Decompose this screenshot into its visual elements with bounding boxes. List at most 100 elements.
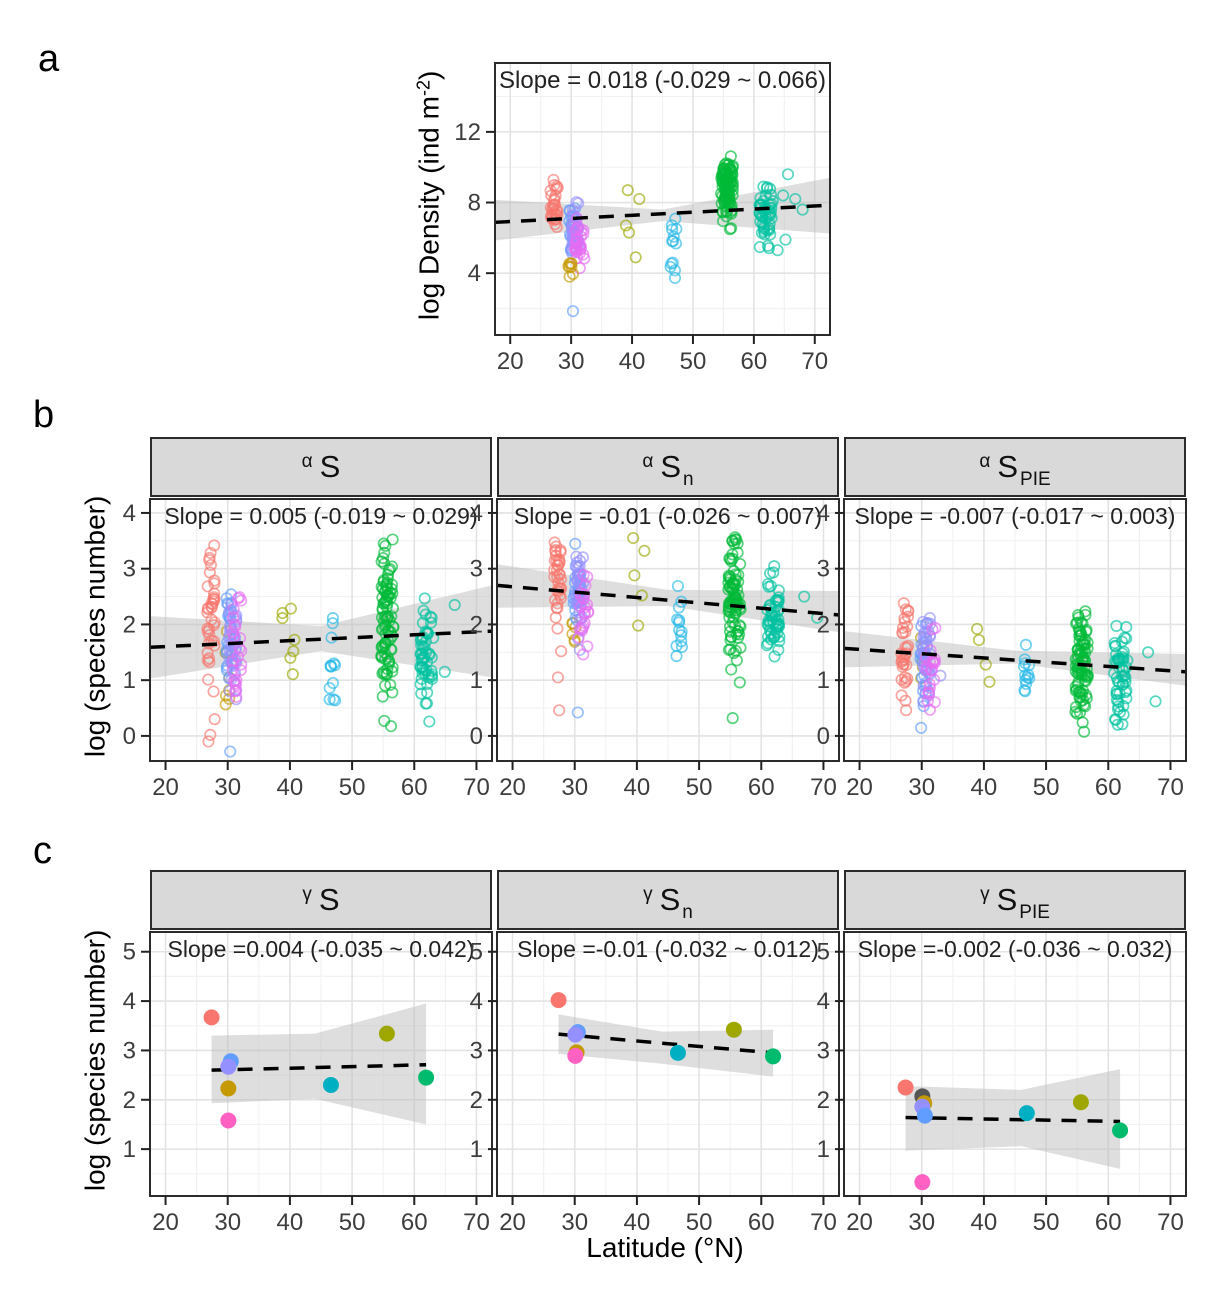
svg-text:70: 70 xyxy=(1157,774,1184,801)
svg-text:70: 70 xyxy=(801,348,828,375)
svg-text:0: 0 xyxy=(123,723,136,750)
svg-text:2: 2 xyxy=(470,1087,483,1114)
svg-text:3: 3 xyxy=(123,1037,136,1064)
facet-strip-alpha-s-pie: α S PIE xyxy=(844,437,1186,497)
svg-text:70: 70 xyxy=(1157,1209,1184,1236)
svg-text:5: 5 xyxy=(123,939,136,966)
svg-text:30: 30 xyxy=(908,774,935,801)
svg-text:40: 40 xyxy=(277,774,304,801)
svg-text:1: 1 xyxy=(123,1136,136,1163)
panel-c-letter: c xyxy=(33,830,52,872)
svg-text:8: 8 xyxy=(468,190,481,217)
svg-text:4: 4 xyxy=(470,500,483,527)
svg-text:20: 20 xyxy=(499,774,526,801)
svg-text:Slope = -0.01 (-0.026 ~ 0.007): Slope = -0.01 (-0.026 ~ 0.007) xyxy=(514,503,822,529)
panel-c-plot-gamma-s-pie: 20 30 40 50 60 70 1 2 3 4 5 Slope =-0.002 (-0.036 ~… xyxy=(817,931,1187,1236)
svg-text:20: 20 xyxy=(152,1209,179,1236)
svg-text:20: 20 xyxy=(846,1209,873,1236)
svg-text:2: 2 xyxy=(817,1087,830,1114)
svg-text:4: 4 xyxy=(123,500,136,527)
svg-text:20: 20 xyxy=(497,348,524,375)
svg-text:4: 4 xyxy=(817,988,830,1015)
svg-text:40: 40 xyxy=(619,348,646,375)
svg-text:40: 40 xyxy=(971,1209,998,1236)
svg-text:50: 50 xyxy=(1033,774,1060,801)
svg-text:4: 4 xyxy=(817,500,830,527)
svg-text:1: 1 xyxy=(470,667,483,694)
svg-text:30: 30 xyxy=(561,1209,588,1236)
svg-text:60: 60 xyxy=(741,348,768,375)
svg-text:3: 3 xyxy=(470,556,483,583)
svg-text:30: 30 xyxy=(558,348,585,375)
svg-text:70: 70 xyxy=(463,774,490,801)
svg-text:30: 30 xyxy=(908,1209,935,1236)
svg-text:60: 60 xyxy=(1095,1209,1122,1236)
x-axis-label: Latitude (°N) xyxy=(586,1232,744,1263)
svg-text:60: 60 xyxy=(1095,774,1122,801)
svg-text:4: 4 xyxy=(470,988,483,1015)
svg-text:5: 5 xyxy=(817,939,830,966)
svg-text:20: 20 xyxy=(846,774,873,801)
svg-text:1: 1 xyxy=(470,1136,483,1163)
panel-a-plot: 20 30 40 50 60 70 4 8 12 Slope = 0.018 (-0.029 ~ … xyxy=(454,62,831,375)
svg-text:50: 50 xyxy=(1033,1209,1060,1236)
svg-text:20: 20 xyxy=(499,1209,526,1236)
svg-text:20: 20 xyxy=(152,774,179,801)
svg-text:Slope =-0.01 (-0.032 ~ 0.012): Slope =-0.01 (-0.032 ~ 0.012) xyxy=(517,936,819,962)
svg-text:0: 0 xyxy=(817,723,830,750)
svg-text:0: 0 xyxy=(470,723,483,750)
svg-text:40: 40 xyxy=(624,774,651,801)
svg-text:30: 30 xyxy=(214,774,241,801)
svg-text:30: 30 xyxy=(561,774,588,801)
svg-text:4: 4 xyxy=(468,260,481,287)
panel-b-letter: b xyxy=(33,394,55,436)
svg-text:3: 3 xyxy=(470,1037,483,1064)
svg-text:2: 2 xyxy=(470,611,483,638)
svg-text:50: 50 xyxy=(686,774,713,801)
svg-text:40: 40 xyxy=(971,774,998,801)
svg-text:70: 70 xyxy=(810,1209,837,1236)
svg-text:40: 40 xyxy=(624,1209,651,1236)
svg-text:70: 70 xyxy=(463,1209,490,1236)
svg-text:2: 2 xyxy=(123,1087,136,1114)
svg-text:60: 60 xyxy=(748,1209,775,1236)
svg-text:Slope =-0.002 (-0.036 ~ 0.032): Slope =-0.002 (-0.036 ~ 0.032) xyxy=(858,936,1173,962)
svg-text:4: 4 xyxy=(123,988,136,1015)
panel-a-letter: a xyxy=(38,38,60,80)
svg-text:50: 50 xyxy=(339,1209,366,1236)
svg-text:Slope = 0.005 (-0.019 ~ 0.029): Slope = 0.005 (-0.019 ~ 0.029) xyxy=(164,503,477,529)
svg-text:50: 50 xyxy=(686,1209,713,1236)
panel-b-plot-alpha-s-pie: 20 30 40 50 60 70 0 1 2 3 4 Slope = -0.007 (-0.017 … xyxy=(817,498,1187,801)
svg-text:60: 60 xyxy=(748,774,775,801)
svg-text:3: 3 xyxy=(123,556,136,583)
svg-text:5: 5 xyxy=(470,939,483,966)
svg-text:40: 40 xyxy=(277,1209,304,1236)
svg-text:50: 50 xyxy=(339,774,366,801)
svg-text:2: 2 xyxy=(817,611,830,638)
svg-text:1: 1 xyxy=(817,1136,830,1163)
svg-text:50: 50 xyxy=(680,348,707,375)
svg-text:Slope = 0.018 (-0.029 ~ 0.066): Slope = 0.018 (-0.029 ~ 0.066) xyxy=(499,67,826,94)
svg-text:30: 30 xyxy=(214,1209,241,1236)
svg-text:Slope = -0.007 (-0.017 ~ 0.003: Slope = -0.007 (-0.017 ~ 0.003) xyxy=(855,503,1176,529)
svg-text:70: 70 xyxy=(810,774,837,801)
svg-text:60: 60 xyxy=(401,774,428,801)
svg-text:12: 12 xyxy=(454,119,481,146)
svg-text:1: 1 xyxy=(817,667,830,694)
facet-strip-gamma-s-pie: γ S PIE xyxy=(844,870,1186,930)
svg-text:2: 2 xyxy=(123,611,136,638)
svg-text:3: 3 xyxy=(817,556,830,583)
svg-text:3: 3 xyxy=(817,1037,830,1064)
svg-text:Slope =0.004 (-0.035 ~ 0.042): Slope =0.004 (-0.035 ~ 0.042) xyxy=(168,936,475,962)
svg-text:60: 60 xyxy=(401,1209,428,1236)
svg-text:1: 1 xyxy=(123,667,136,694)
